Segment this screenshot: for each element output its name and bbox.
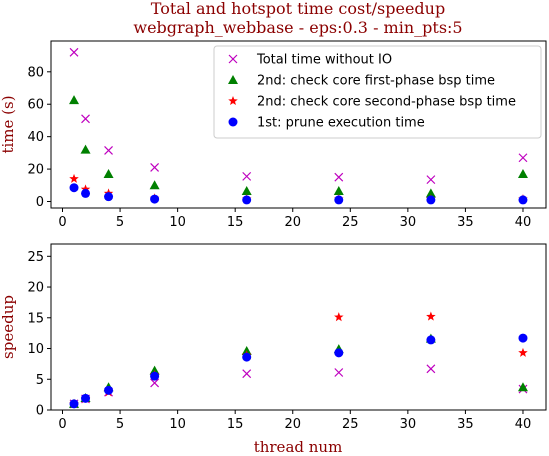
data-point bbox=[334, 195, 344, 205]
data-point bbox=[104, 146, 113, 155]
data-point bbox=[426, 364, 436, 374]
data-point bbox=[80, 184, 91, 194]
data-point bbox=[426, 195, 436, 205]
data-point bbox=[104, 192, 114, 202]
x-tick-label: 5 bbox=[116, 417, 124, 432]
chart-title-line-1: Total and hotspot time cost/speedup bbox=[151, 0, 445, 18]
legend-marker bbox=[228, 75, 238, 84]
x-tick-label: 30 bbox=[400, 417, 417, 432]
data-point bbox=[81, 114, 90, 124]
data-point bbox=[517, 168, 528, 178]
plot-frame bbox=[50, 40, 547, 209]
speedup-panel: 0 5 10 15 20 25 30 35 40 0 5 10 15 20 25 speedup bbox=[0, 243, 547, 432]
x-tick-label: 35 bbox=[457, 215, 474, 230]
data-point bbox=[150, 194, 160, 204]
legend-box bbox=[213, 45, 542, 139]
x-tick-label: 5 bbox=[116, 215, 124, 230]
x-tick-label: 0 bbox=[58, 215, 66, 230]
legend-label: Total time without IO bbox=[256, 53, 392, 68]
data-point bbox=[150, 371, 160, 381]
y-tick-label: 15 bbox=[27, 311, 44, 326]
data-point bbox=[333, 185, 344, 195]
y-tick-label: 10 bbox=[27, 342, 44, 357]
legend-marker bbox=[228, 117, 238, 127]
data-point bbox=[518, 153, 528, 163]
y-tick-label: 5 bbox=[36, 373, 44, 388]
data-point bbox=[518, 333, 528, 343]
data-point bbox=[103, 168, 114, 178]
y-tick-label: 20 bbox=[27, 281, 44, 296]
x-tick-label: 40 bbox=[515, 215, 532, 230]
data-point bbox=[69, 399, 79, 409]
data-point bbox=[69, 95, 80, 105]
data-point bbox=[334, 172, 344, 182]
legend-label: 2nd: check core second-phase bsp time bbox=[257, 95, 516, 110]
x-axis-label: thread num bbox=[254, 438, 343, 456]
data-point bbox=[81, 188, 91, 198]
data-point bbox=[150, 378, 160, 388]
y-axis-label: time (s) bbox=[0, 95, 17, 153]
x-tick-label: 25 bbox=[342, 215, 359, 230]
data-point bbox=[242, 195, 252, 205]
data-point bbox=[241, 185, 252, 195]
x-tick-label: 25 bbox=[342, 417, 359, 432]
data-point bbox=[69, 47, 79, 57]
data-point bbox=[426, 311, 436, 321]
y-tick-label: 80 bbox=[27, 65, 44, 80]
x-tick-label: 40 bbox=[515, 417, 532, 432]
y-tick-label: 20 bbox=[27, 163, 44, 178]
y-tick-label: 0 bbox=[36, 404, 44, 419]
data-point bbox=[69, 173, 79, 183]
data-point bbox=[334, 312, 344, 322]
data-point bbox=[104, 385, 114, 395]
x-tick-label: 10 bbox=[169, 215, 186, 230]
data-point bbox=[426, 335, 436, 345]
data-point bbox=[334, 368, 344, 377]
x-tick-label: 0 bbox=[58, 417, 66, 432]
y-tick-label: 60 bbox=[27, 98, 44, 113]
x-tick-label: 20 bbox=[284, 215, 301, 230]
y-axis-label: speedup bbox=[0, 295, 17, 359]
data-point bbox=[69, 183, 79, 193]
legend-marker bbox=[228, 96, 238, 106]
data-point bbox=[334, 348, 344, 358]
data-point bbox=[426, 175, 436, 185]
data-point bbox=[81, 393, 91, 403]
legend: Total time without IO 2nd: check core fir… bbox=[213, 45, 542, 139]
x-tick-label: 20 bbox=[284, 417, 301, 432]
chart-title-line-2: webgraph_webbase - eps:0.3 - min_pts:5 bbox=[133, 18, 462, 37]
data-point bbox=[150, 163, 160, 172]
data-point bbox=[242, 352, 252, 362]
x-tick-label: 10 bbox=[169, 417, 186, 432]
y-tick-label: 25 bbox=[27, 250, 44, 265]
time-panel: 0 5 10 15 20 25 30 35 40 0 20 40 60 80 time (s) Total t… bbox=[0, 40, 547, 230]
legend-label: 2nd: check core first-phase bsp time bbox=[257, 74, 495, 89]
data-point bbox=[518, 195, 528, 205]
data-point bbox=[517, 382, 528, 392]
x-tick-label: 15 bbox=[227, 417, 244, 432]
x-tick-label: 30 bbox=[400, 215, 417, 230]
data-point bbox=[80, 144, 91, 154]
data-point bbox=[149, 180, 160, 190]
data-point bbox=[242, 369, 252, 379]
data-point bbox=[425, 188, 436, 198]
legend-label: 1st: prune execution time bbox=[257, 116, 425, 131]
plot-frame bbox=[50, 243, 547, 411]
legend-marker bbox=[228, 54, 238, 64]
x-tick-label: 35 bbox=[457, 417, 474, 432]
y-tick-label: 0 bbox=[36, 195, 44, 210]
data-point bbox=[242, 171, 252, 181]
x-tick-label: 15 bbox=[227, 215, 244, 230]
data-point bbox=[518, 347, 528, 357]
y-tick-label: 40 bbox=[27, 130, 44, 145]
